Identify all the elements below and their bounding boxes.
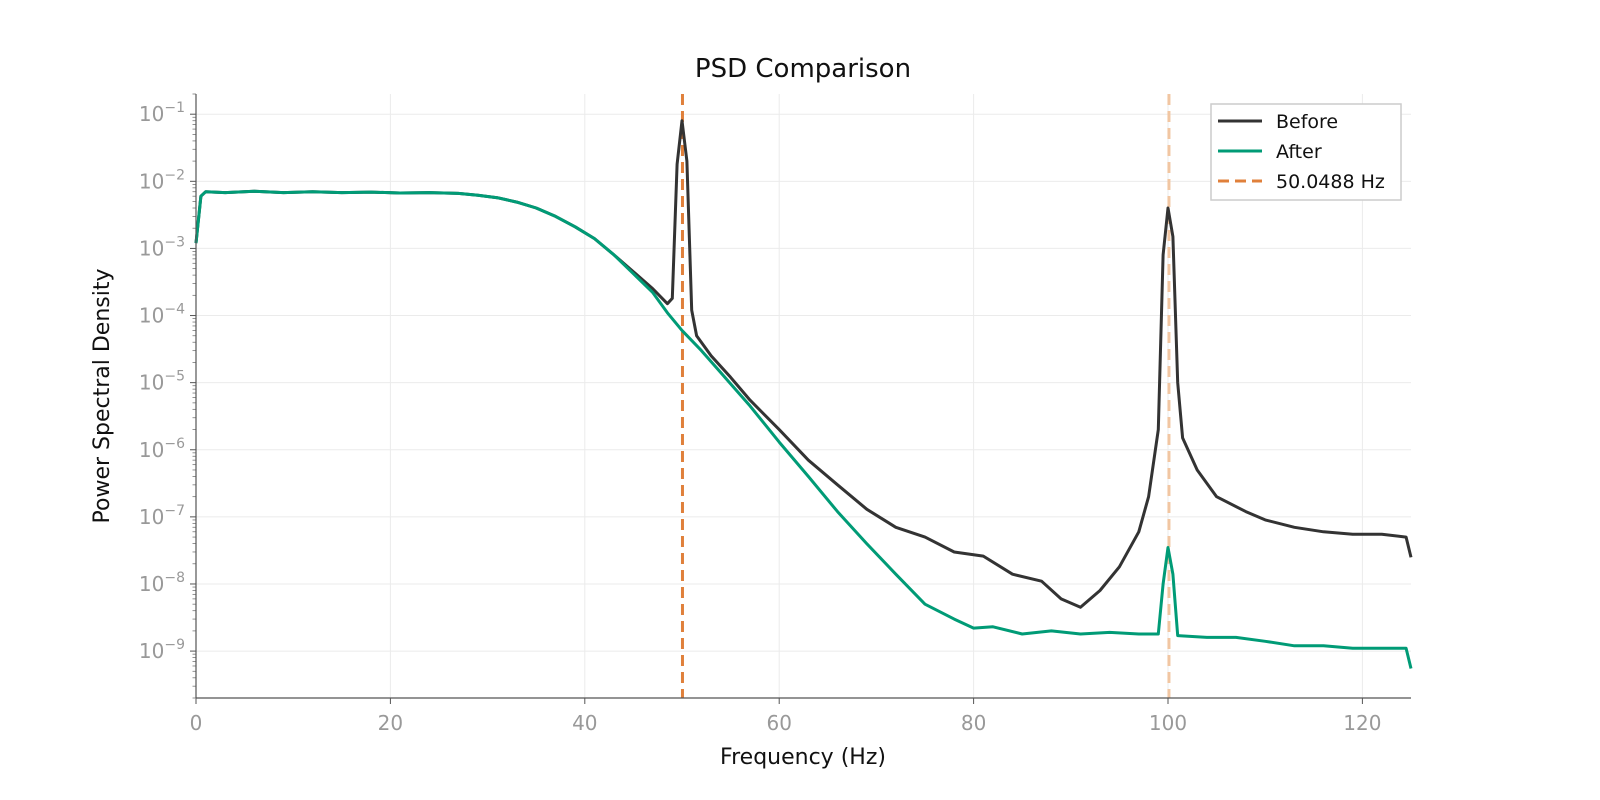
series-line-after bbox=[194, 189, 1413, 669]
x-tick-label: 40 bbox=[572, 711, 597, 735]
y-tick-label: 10−5 bbox=[139, 369, 185, 395]
x-tick-label: 60 bbox=[766, 711, 791, 735]
y-tick-label: 10−2 bbox=[139, 167, 185, 193]
chart-title: PSD Comparison bbox=[695, 54, 911, 84]
grid-lines bbox=[195, 94, 1411, 698]
y-tick-label: 10−6 bbox=[139, 436, 185, 462]
tick-labels: 0 20 40 60 80 100 120 10−9 10−8 10−7 10−6 10−5 10−4 1… bbox=[139, 100, 1382, 735]
legend-label: 50.0488 Hz bbox=[1276, 171, 1385, 193]
y-axis-label: Power Spectral Density bbox=[90, 269, 115, 524]
x-tick-label: 120 bbox=[1343, 711, 1381, 735]
x-axis-label: Frequency (Hz) bbox=[720, 745, 886, 770]
legend-label: Before bbox=[1276, 111, 1338, 133]
x-tick-label: 20 bbox=[378, 711, 403, 735]
axis-ticks bbox=[190, 93, 1363, 704]
reference-lines bbox=[680, 94, 1171, 698]
x-tick-label: 0 bbox=[190, 711, 203, 735]
legend: Before After 50.0488 Hz bbox=[1210, 103, 1402, 201]
x-tick-label: 100 bbox=[1149, 711, 1187, 735]
legend-label: After bbox=[1276, 141, 1322, 163]
y-tick-label: 10−1 bbox=[139, 100, 185, 126]
y-tick-label: 10−9 bbox=[139, 637, 185, 663]
y-tick-label: 10−3 bbox=[139, 234, 185, 260]
y-tick-label: 10−7 bbox=[139, 503, 185, 529]
y-tick-label: 10−8 bbox=[139, 570, 185, 596]
y-tick-label: 10−4 bbox=[139, 302, 185, 328]
x-tick-label: 80 bbox=[961, 711, 986, 735]
series-lines bbox=[194, 119, 1413, 669]
